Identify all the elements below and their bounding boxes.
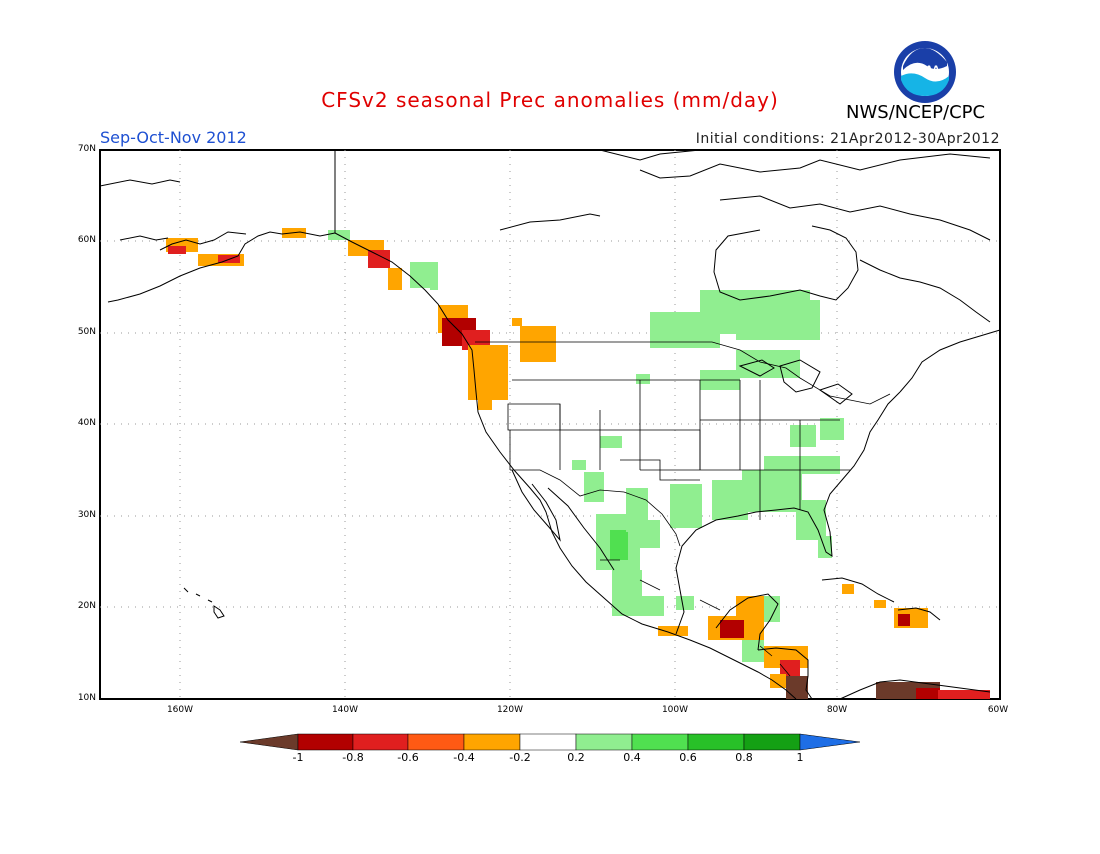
- colorbar-label: 0.6: [679, 751, 697, 764]
- lat-label-40n: 40N: [77, 418, 96, 428]
- chart-title: CFSv2 seasonal Prec anomalies (mm/day): [321, 88, 779, 112]
- lon-label-100w: 100W: [661, 705, 689, 715]
- coastlines: [99, 149, 1001, 700]
- organization-label: NWS/NCEP/CPC: [846, 102, 986, 123]
- noaa-logo: NOAA: [894, 41, 956, 103]
- colorbar-label: -0.8: [342, 751, 364, 764]
- lon-label-120w: 120W: [496, 705, 524, 715]
- lat-label-60n: 60N: [77, 235, 96, 245]
- colorbar-label: -0.4: [453, 751, 475, 764]
- svg-text:NOAA: NOAA: [911, 65, 940, 75]
- colorbar-label: 0.4: [623, 751, 641, 764]
- colorbar-label: 1: [796, 751, 804, 764]
- initial-conditions: Initial conditions: 21Apr2012-30Apr2012: [695, 131, 1000, 147]
- lon-label-60w: 60W: [987, 705, 1009, 715]
- colorbar-label: -0.6: [397, 751, 419, 764]
- colorbar-label: -1: [292, 751, 304, 764]
- lon-label-80w: 80W: [826, 705, 848, 715]
- lat-label-30n: 30N: [77, 510, 96, 520]
- anomaly-shading: [166, 228, 990, 699]
- lat-label-10n: 10N: [77, 693, 96, 703]
- lat-label-70n: 70N: [77, 144, 96, 154]
- colorbar-label: -0.2: [509, 751, 531, 764]
- colorbar-label: 0.2: [567, 751, 585, 764]
- lat-label-20n: 20N: [77, 601, 96, 611]
- colorbar: [239, 733, 861, 751]
- colorbar-label: 0.8: [735, 751, 753, 764]
- lat-label-50n: 50N: [77, 327, 96, 337]
- season-label: Sep-Oct-Nov 2012: [100, 128, 247, 147]
- borders: [334, 150, 891, 677]
- lon-label-140w: 140W: [331, 705, 359, 715]
- lon-label-160w: 160W: [166, 705, 194, 715]
